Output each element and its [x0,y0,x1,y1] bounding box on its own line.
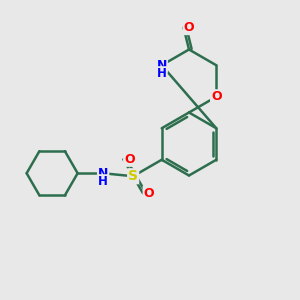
Text: S: S [128,169,138,183]
Text: N: N [98,167,108,180]
Text: O: O [184,21,194,34]
Text: O: O [144,187,154,200]
Text: N: N [157,59,167,72]
Text: O: O [124,153,135,166]
Text: H: H [157,67,167,80]
Text: H: H [98,175,108,188]
Text: O: O [211,90,222,103]
